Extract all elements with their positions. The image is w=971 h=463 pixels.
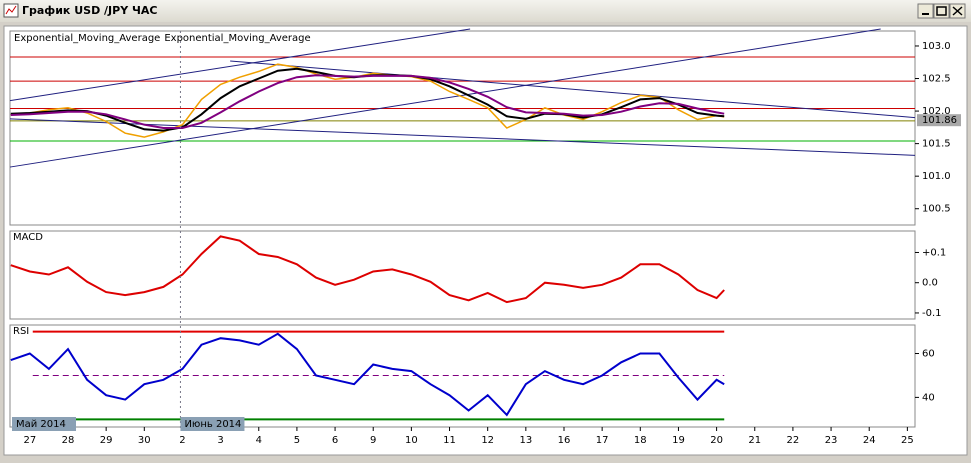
x-tick-label: 24 <box>863 435 876 446</box>
y-tick-label: 0.0 <box>922 278 938 289</box>
legend-entry: Exponential_Moving_Average <box>14 33 160 44</box>
x-tick-label: 16 <box>558 435 571 446</box>
x-tick-label: 19 <box>672 435 685 446</box>
x-tick-label: 23 <box>825 435 838 446</box>
panel <box>9 324 916 428</box>
panel <box>9 230 916 320</box>
window-buttons[interactable] <box>917 3 966 19</box>
x-tick-label: 4 <box>256 435 262 446</box>
x-tick-label: 29 <box>100 435 113 446</box>
series-line <box>10 235 725 304</box>
x-tick-label: 10 <box>405 435 418 446</box>
panel-plot <box>32 330 725 421</box>
minimize-button[interactable] <box>917 3 934 19</box>
series-line <box>10 74 725 129</box>
window-icon-glyph <box>5 5 17 15</box>
y-tick-label: 102.5 <box>922 74 951 85</box>
x-tick-label: 2 <box>179 435 185 446</box>
trend-line <box>9 118 916 156</box>
y-tick-label: 101.0 <box>922 171 951 182</box>
period-label: Май 2014 <box>16 419 66 430</box>
period-label: Июнь 2014 <box>184 419 241 430</box>
x-tick-label: 28 <box>62 435 75 446</box>
period-box <box>180 417 245 431</box>
series-line <box>10 332 725 417</box>
y-tick-label: 60 <box>922 349 935 360</box>
x-tick-label: 27 <box>23 435 36 446</box>
trend-line <box>9 28 471 102</box>
y-tick-label: 102.0 <box>922 106 951 117</box>
series-line <box>10 63 725 138</box>
x-tick-label: 6 <box>332 435 338 446</box>
x-tick-label: 25 <box>901 435 914 446</box>
x-tick-label: 3 <box>217 435 223 446</box>
current-price-box <box>917 114 961 127</box>
panel-title: MACD <box>13 232 43 243</box>
trend-line <box>9 28 881 168</box>
period-box <box>12 417 76 431</box>
close-glyph <box>952 6 963 16</box>
trend-line <box>230 60 916 119</box>
y-tick-label: 40 <box>922 392 935 403</box>
panel-title: RSI <box>13 326 29 337</box>
x-tick-label: 18 <box>634 435 647 446</box>
y-tick-label: +0.1 <box>922 247 946 258</box>
x-tick-label: 22 <box>787 435 800 446</box>
window-title: График USD /JPY ЧАС <box>22 4 157 17</box>
x-tick-label: 11 <box>443 435 456 446</box>
legend-entry: Exponential_Moving_Average <box>164 33 310 44</box>
x-tick-label: 13 <box>519 435 532 446</box>
panel-plot <box>10 56 915 142</box>
panel <box>9 30 916 226</box>
x-tick-label: 30 <box>138 435 151 446</box>
y-tick-label: -0.1 <box>922 308 942 319</box>
maximize-glyph <box>936 6 947 16</box>
current-price-label: 101.86 <box>922 115 957 126</box>
x-tick-label: 9 <box>370 435 376 446</box>
x-tick-label: 20 <box>710 435 723 446</box>
x-tick-label: 12 <box>481 435 494 446</box>
y-tick-label: 101.5 <box>922 139 951 150</box>
y-tick-label: 103.0 <box>922 41 951 52</box>
x-tick-label: 17 <box>596 435 609 446</box>
y-tick-label: 100.5 <box>922 204 951 215</box>
x-tick-label: 21 <box>748 435 761 446</box>
x-tick-label: 5 <box>294 435 300 446</box>
title-bar <box>0 0 971 22</box>
